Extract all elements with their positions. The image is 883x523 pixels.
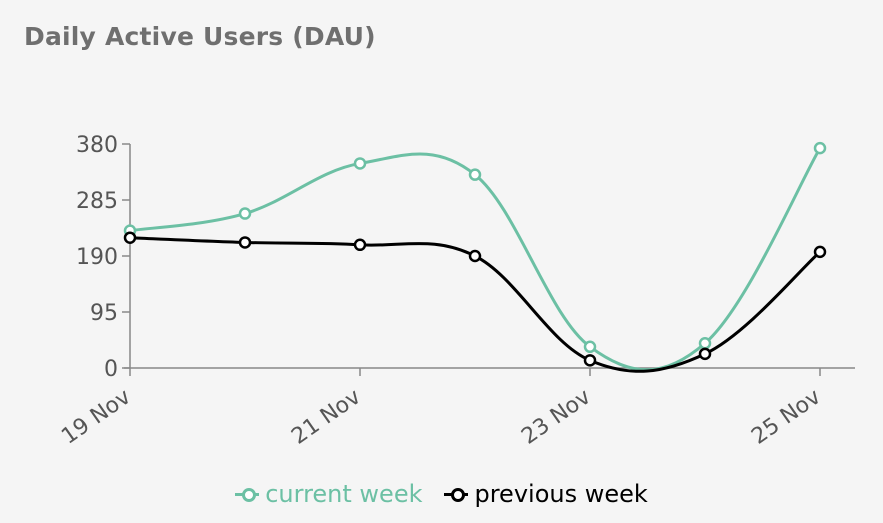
- legend-marker-previous-week: [444, 487, 469, 502]
- series-group: [123, 141, 827, 373]
- series-line-current-week: [129, 147, 822, 372]
- legend-label-previous-week: previous week: [474, 480, 648, 508]
- axes: 0 95 190 285 380 19 Nov 21 Nov 23 Nov 25 Nov: [57, 133, 855, 450]
- data-point-current-week: [698, 336, 712, 350]
- x-tick-label: 25 Nov: [747, 384, 825, 449]
- data-point-current-week: [583, 340, 597, 354]
- legend: current week previous week: [0, 480, 883, 508]
- data-point-previous-week: [238, 236, 252, 249]
- data-point-current-week: [238, 207, 252, 220]
- data-point-previous-week: [123, 231, 137, 244]
- legend-item-current-week[interactable]: current week: [235, 480, 422, 508]
- x-tick-label: 21 Nov: [287, 384, 365, 449]
- dau-line-chart: 0 95 190 285 380 19 Nov 21 Nov 23 Nov 25 Nov: [57, 133, 855, 450]
- data-point-previous-week: [698, 347, 712, 361]
- legend-marker-current-week: [235, 487, 260, 502]
- y-tick-label: 95: [90, 301, 118, 326]
- series-current-week: [123, 141, 827, 372]
- legend-label-current-week: current week: [265, 480, 423, 508]
- data-point-current-week: [813, 141, 827, 155]
- x-tick-label: 19 Nov: [57, 384, 135, 449]
- x-tick-label: 23 Nov: [517, 384, 595, 449]
- chart-title: Daily Active Users (DAU): [24, 22, 376, 51]
- y-tick-label: 0: [104, 357, 118, 382]
- data-point-previous-week: [353, 238, 367, 252]
- data-point-previous-week: [468, 249, 482, 263]
- y-tick-label: 380: [76, 133, 118, 158]
- y-tick-label: 285: [76, 189, 118, 214]
- data-point-current-week: [353, 157, 367, 170]
- data-point-previous-week: [813, 245, 827, 259]
- data-point-current-week: [468, 168, 482, 181]
- series-previous-week: [123, 231, 827, 373]
- y-tick-label: 190: [76, 245, 118, 270]
- data-point-previous-week: [583, 354, 597, 367]
- legend-item-previous-week[interactable]: previous week: [444, 480, 648, 508]
